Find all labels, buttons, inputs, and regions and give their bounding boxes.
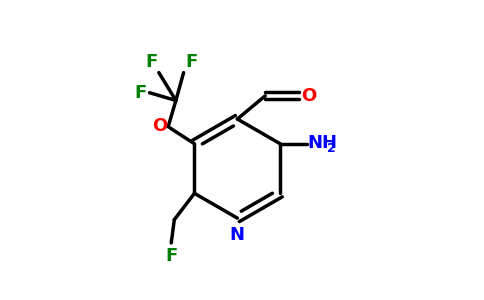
Text: F: F <box>135 84 147 102</box>
Text: O: O <box>302 87 317 105</box>
Text: F: F <box>145 53 157 71</box>
Text: 2: 2 <box>327 142 335 154</box>
Text: F: F <box>185 53 197 71</box>
Text: O: O <box>152 117 167 135</box>
Text: N: N <box>230 226 245 244</box>
Text: F: F <box>165 247 177 265</box>
Text: NH: NH <box>307 134 337 152</box>
